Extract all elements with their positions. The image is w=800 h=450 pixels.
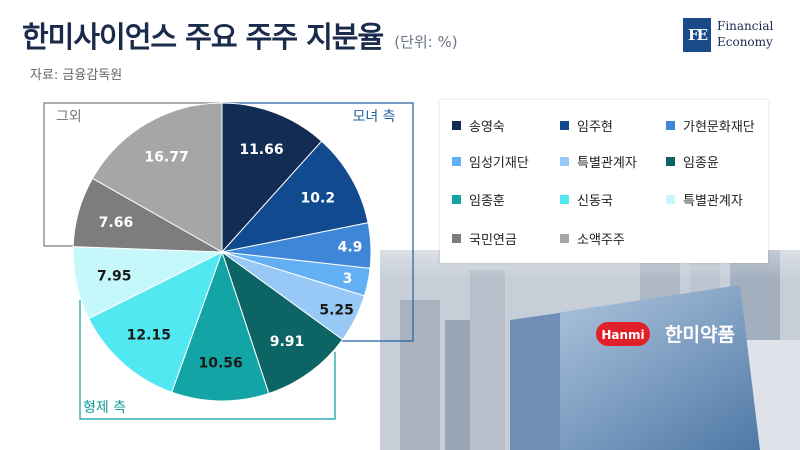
legend-swatch [560,233,569,243]
legend-label: 임주현 [577,119,613,135]
hanmi-signage-badge [596,322,650,346]
chart-legend: 송영숙 임주현 가현문화재단 임성기재단 특별관계자 임종윤 임종훈 신동국 특별관계자 국민연금… [440,100,768,263]
legend-label: 특별관계자 [683,193,743,209]
group-bracket-1 [43,102,222,247]
unit-label: (단위: %) [394,33,458,51]
legend-label: 임성기재단 [469,155,529,171]
legend-swatch [452,156,461,166]
pie-slice-1 [220,140,369,253]
legend-item: 가현문화재단 [666,115,755,135]
logo-text-line1: Financial [717,19,774,33]
pie-slice-0 [221,102,323,254]
legend-label: 소액주주 [577,232,625,248]
group-label: 그외 [56,109,82,125]
pie-slice-5 [221,250,344,395]
hanmi-signage-logo: Hanmi [601,328,644,342]
legend-item: 국민연금 [452,228,517,248]
pie-slice-10 [91,102,223,253]
group-bracket-0 [222,102,414,342]
legend-label: 임종윤 [683,155,719,171]
group-bracket-2 [79,300,336,420]
data-label-5: 9.91 [270,334,305,350]
legend-swatch [452,194,461,204]
legend-swatch [666,156,675,166]
legend-item: 송영숙 [452,115,505,135]
legend-swatch [452,120,461,130]
legend-label: 특별관계자 [577,155,637,171]
legend-swatch [560,120,569,130]
legend-label: 가현문화재단 [683,119,755,135]
legend-swatch [560,194,569,204]
legend-item: 신동국 [560,189,613,209]
pie-slice-6 [171,250,270,402]
legend-item: 임종윤 [666,151,719,171]
data-label-2: 4.9 [338,239,363,255]
legend-swatch [666,194,675,204]
data-label-0: 11.66 [239,142,283,158]
data-label-7: 12.15 [127,327,171,343]
data-label-9: 7.66 [99,215,134,231]
group-label: 형제 측 [83,400,126,416]
chart-title: 한미사이언스 주요 주주 지분율 [22,20,384,54]
legend-item: 특별관계자 [560,151,637,171]
legend-item: 임주현 [560,115,613,135]
data-label-6: 10.56 [199,355,243,371]
hanmi-signage-name: 한미약품 [665,324,735,346]
group-label: 모녀 측 [352,109,395,125]
data-label-3: 3 [343,271,353,287]
legend-label: 국민연금 [469,232,517,248]
legend-item: 특별관계자 [666,189,743,209]
financial-economy-logo: FE Financial Economy [683,16,793,56]
logo-text-line2: Economy [717,35,773,49]
legend-item: 소액주주 [560,228,625,248]
legend-item: 임종훈 [452,189,505,209]
data-label-8: 7.95 [97,268,132,284]
legend-item: 임성기재단 [452,151,529,171]
legend-swatch [666,120,675,130]
data-label-1: 10.2 [301,190,336,206]
legend-label: 임종훈 [469,193,505,209]
logo-mark: FE [683,18,711,52]
legend-label: 송영숙 [469,119,505,135]
legend-swatch [452,233,461,243]
source-note: 자료: 금융감독원 [30,68,123,83]
pie-slice-7 [88,250,223,393]
data-label-4: 5.25 [319,302,354,318]
legend-swatch [560,156,569,166]
data-label-10: 16.77 [144,150,188,166]
legend-label: 신동국 [577,193,613,209]
